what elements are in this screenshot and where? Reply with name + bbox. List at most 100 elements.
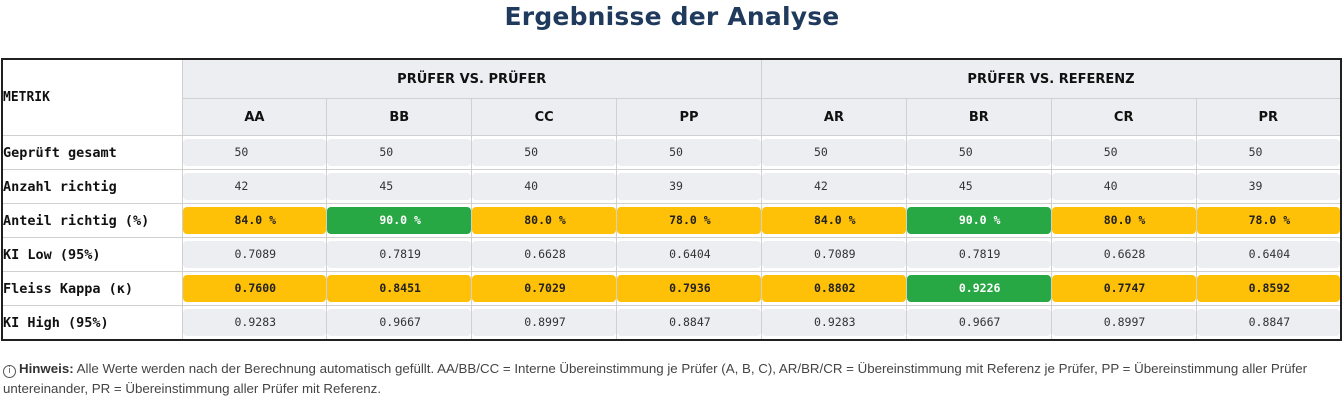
cell-value-cr: 50 <box>1051 139 1196 166</box>
table-cell: 50 <box>326 135 473 170</box>
table-cell: 0.7089 <box>761 237 907 272</box>
cell-value-pr: 0.8592 <box>1196 275 1340 302</box>
cell-value-cc: 0.8997 <box>472 309 617 336</box>
table-cell: 90.0 % <box>905 203 1052 238</box>
cell-value-pp: 39 <box>617 173 761 200</box>
table-cell: 39 <box>1195 169 1342 204</box>
cell-value-aa: 50 <box>182 139 327 166</box>
table-cell: 78.0 % <box>1195 203 1342 238</box>
table-cell: 0.7819 <box>905 237 1052 272</box>
cell-value-pp: 0.8847 <box>617 309 761 336</box>
group-header-row: METRIK PRÜFER VS. PRÜFER PRÜFER VS. REFE… <box>1 58 1342 136</box>
table-cell: 0.8997 <box>471 305 618 341</box>
table-cell: 84.0 % <box>181 203 328 238</box>
cell-value-bb: 0.9667 <box>327 309 472 336</box>
column-header-br: BR <box>905 98 1052 136</box>
table-cell: 50 <box>471 135 618 170</box>
group-header-pruefer-vs-pruefer: PRÜFER VS. PRÜFER <box>181 58 762 99</box>
table-cell: 0.8592 <box>1195 271 1342 306</box>
metric-header: METRIK <box>1 58 183 136</box>
cell-value-cr: 0.8997 <box>1051 309 1196 336</box>
table-cell: 0.6404 <box>1195 237 1342 272</box>
cell-value-br: 90.0 % <box>906 207 1051 234</box>
cell-value-pr: 78.0 % <box>1196 207 1340 234</box>
table-cell: 0.8802 <box>761 271 907 306</box>
metric-label: KI Low (95%) <box>1 237 183 272</box>
cell-value-cc: 40 <box>472 173 617 200</box>
cell-value-pp: 50 <box>617 139 761 166</box>
cell-value-pr: 50 <box>1196 139 1340 166</box>
cell-value-ar: 42 <box>762 173 906 200</box>
table-cell: 0.6628 <box>1050 237 1197 272</box>
table-cell: 0.9283 <box>181 305 328 341</box>
cell-value-bb: 45 <box>327 173 472 200</box>
table-cell: 0.9226 <box>905 271 1052 306</box>
table-cell: 0.7089 <box>181 237 328 272</box>
table-cell: 0.7029 <box>471 271 618 306</box>
table-cell: 50 <box>1195 135 1342 170</box>
column-header-ar: AR <box>761 98 907 136</box>
cell-value-bb: 0.7819 <box>327 241 472 268</box>
metric-label: Geprüft gesamt <box>1 135 183 170</box>
column-header-aa: AA <box>181 98 328 136</box>
cell-value-ar: 0.7089 <box>762 241 906 268</box>
cell-value-cr: 80.0 % <box>1051 207 1196 234</box>
metric-label: KI High (95%) <box>1 305 183 341</box>
table-cell: 80.0 % <box>1050 203 1197 238</box>
table-cell: 0.9667 <box>326 305 473 341</box>
column-header-pr: PR <box>1195 98 1342 136</box>
table-cell: 80.0 % <box>471 203 618 238</box>
table-cell: 0.7936 <box>616 271 762 306</box>
cell-value-cc: 0.7029 <box>472 275 617 302</box>
table-body: Geprüft gesamt 50 50 50 50 50 50 50 50 Anzahl ric… <box>1 135 1342 341</box>
column-header-bb: BB <box>326 98 473 136</box>
table-cell: 42 <box>761 169 907 204</box>
cell-value-br: 45 <box>906 173 1051 200</box>
page-title: Ergebnisse der Analyse <box>504 2 840 31</box>
table-cell: 45 <box>326 169 473 204</box>
table-cell: 40 <box>1050 169 1197 204</box>
hint-note: i Hinweis: Alle Werte werden nach der Ber… <box>3 359 1339 399</box>
table-cell: 50 <box>616 135 762 170</box>
cell-value-br: 0.9226 <box>906 275 1051 302</box>
cell-value-pp: 78.0 % <box>617 207 761 234</box>
hint-label: Hinweis: <box>19 361 74 376</box>
cell-value-cr: 0.7747 <box>1051 275 1196 302</box>
table-cell: 0.7819 <box>326 237 473 272</box>
table-cell: 0.7600 <box>181 271 328 306</box>
hint-text: Alle Werte werden nach der Berechnung au… <box>3 361 1308 396</box>
cell-value-br: 50 <box>906 139 1051 166</box>
table-cell: 50 <box>1050 135 1197 170</box>
table-cell: 0.9283 <box>761 305 907 341</box>
column-header-pp: PP <box>616 98 762 136</box>
cell-value-cr: 40 <box>1051 173 1196 200</box>
table-row: Anteil richtig (%) 84.0 % 90.0 % 80.0 % 78.0… <box>1 203 1342 238</box>
cell-value-ar: 0.8802 <box>762 275 906 302</box>
column-header-row: AA BB CC PP AR BR CR PR <box>2 98 1342 136</box>
table-cell: 0.6628 <box>471 237 618 272</box>
cell-value-bb: 90.0 % <box>327 207 472 234</box>
cell-value-cr: 0.6628 <box>1051 241 1196 268</box>
group-header-pruefer-vs-referenz: PRÜFER VS. REFERENZ <box>761 58 1342 99</box>
table-row: Anzahl richtig 42 45 40 39 42 45 40 39 <box>1 169 1342 204</box>
table-cell: 84.0 % <box>761 203 907 238</box>
table-cell: 42 <box>181 169 328 204</box>
table-cell: 0.8847 <box>1195 305 1342 341</box>
table-cell: 0.8451 <box>326 271 473 306</box>
cell-value-pr: 0.8847 <box>1196 309 1340 336</box>
cell-value-pr: 0.6404 <box>1196 241 1340 268</box>
cell-value-aa: 0.9283 <box>182 309 327 336</box>
metric-label: Anzahl richtig <box>1 169 183 204</box>
table-cell: 0.8997 <box>1050 305 1197 341</box>
cell-value-aa: 84.0 % <box>182 207 327 234</box>
info-icon: i <box>3 365 16 378</box>
table-row: Geprüft gesamt 50 50 50 50 50 50 50 50 <box>1 135 1342 170</box>
table-cell: 90.0 % <box>326 203 473 238</box>
cell-value-pr: 39 <box>1196 173 1340 200</box>
table-cell: 40 <box>471 169 618 204</box>
column-header-cc: CC <box>471 98 618 136</box>
table-cell: 0.8847 <box>616 305 762 341</box>
table-cell: 0.9667 <box>905 305 1052 341</box>
table-cell: 50 <box>761 135 907 170</box>
table-cell: 50 <box>905 135 1052 170</box>
